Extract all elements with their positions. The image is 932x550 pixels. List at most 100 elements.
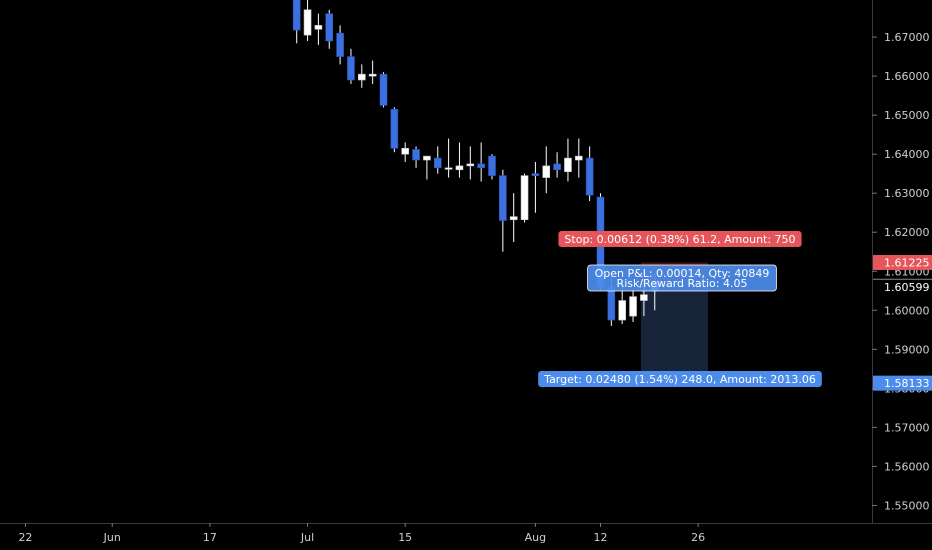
candle-body <box>542 165 551 178</box>
candle <box>553 152 561 178</box>
price-tick-label: 1.59000 <box>884 343 930 356</box>
candle <box>303 0 312 41</box>
price-tick-label: 1.60000 <box>884 304 930 317</box>
candle <box>564 138 572 182</box>
candle <box>542 146 551 194</box>
risk-reward-text: Risk/Reward Ratio: 4.05 <box>617 277 748 290</box>
candle-body <box>520 175 529 221</box>
candle-body <box>455 165 464 171</box>
candle <box>401 142 410 162</box>
price-axis[interactable]: 1.67000 1.66000 1.65000 1.64000 1.63000 1.620… <box>872 31 930 512</box>
candle <box>629 288 637 322</box>
time-tick-label: 26 <box>691 531 705 544</box>
price-tag-label: 1.60599 <box>884 281 930 294</box>
candle-body <box>379 73 388 106</box>
price-tag-bg <box>873 254 932 270</box>
candle-body <box>466 163 475 167</box>
candle-body <box>303 9 312 36</box>
candle <box>466 146 475 180</box>
candle <box>509 193 518 242</box>
candle <box>347 48 355 84</box>
candle-body <box>433 157 442 169</box>
open-pnl-box[interactable]: Open P&L: 0.00014, Qty: 40849Risk/Reward… <box>587 264 777 292</box>
candle <box>314 13 323 45</box>
candle <box>574 138 583 178</box>
price-tick-label: 1.56000 <box>884 460 930 473</box>
price-tag: 1.58133 <box>873 375 932 391</box>
time-axis[interactable]: 22 Jun 17 Jul 15 Aug 12 26 <box>18 523 705 544</box>
candle-body <box>629 296 637 317</box>
time-tick-label: Aug <box>525 531 546 544</box>
price-tick-label: 1.63000 <box>884 187 930 200</box>
candle-body <box>314 25 323 30</box>
candle-body <box>607 286 616 321</box>
price-tick-label: 1.67000 <box>884 31 930 44</box>
candle-body <box>444 167 453 170</box>
candle-body <box>292 0 301 31</box>
candle <box>477 142 485 182</box>
candle-body <box>531 173 540 176</box>
price-tag-label: 1.61225 <box>884 256 930 269</box>
target-zone <box>640 286 708 384</box>
candle-body <box>574 155 583 161</box>
candle-body <box>368 73 377 77</box>
price-tick-label: 1.55000 <box>884 499 930 512</box>
price-tag-bg <box>873 375 932 391</box>
price-tick-label: 1.64000 <box>884 148 930 161</box>
candle-body <box>618 300 627 321</box>
candle <box>325 9 334 49</box>
time-tick-label: Jul <box>300 531 314 544</box>
time-tick-label: Jun <box>103 531 121 544</box>
position-overlay[interactable]: Stop: 0.00612 (0.38%) 61.2, Amount: 750 O… <box>538 231 822 387</box>
candle-body <box>488 155 496 176</box>
candle-body <box>564 157 572 173</box>
candle <box>357 64 366 88</box>
candle <box>488 154 496 180</box>
candle <box>368 60 377 84</box>
candle <box>390 107 399 153</box>
price-tick-label: 1.57000 <box>884 421 930 434</box>
candle-body <box>553 163 561 171</box>
price-tag: 1.60599 <box>873 279 932 295</box>
target-label-text: Target: 0.02480 (1.54%) 248.0, Amount: 2… <box>543 373 816 386</box>
candle <box>423 155 431 180</box>
price-tick-label: 1.65000 <box>884 109 930 122</box>
time-tick-label: 17 <box>203 531 217 544</box>
candle-body <box>423 155 431 161</box>
candle <box>336 25 344 65</box>
candle-body <box>390 108 399 149</box>
price-tick-label: 1.62000 <box>884 226 930 239</box>
candles <box>292 0 659 326</box>
candle <box>585 146 594 202</box>
stop-label-text: Stop: 0.00612 (0.38%) 61.2, Amount: 750 <box>564 233 795 246</box>
price-tag: 1.61225 <box>873 254 932 270</box>
candle-body <box>401 148 410 155</box>
time-tick-label: 22 <box>18 531 32 544</box>
candle <box>292 0 301 44</box>
open-pnl-box-bg <box>587 264 777 292</box>
candle <box>379 72 388 108</box>
candle-body <box>477 163 485 169</box>
candle <box>433 146 442 174</box>
candle-body <box>499 175 507 221</box>
time-tick-label: 15 <box>398 531 412 544</box>
stop-label[interactable]: Stop: 0.00612 (0.38%) 61.2, Amount: 750 <box>558 231 802 247</box>
price-tag-bg <box>873 279 932 295</box>
price-tick-label: 1.66000 <box>884 70 930 83</box>
candle-body <box>325 13 334 42</box>
target-label[interactable]: Target: 0.02480 (1.54%) 248.0, Amount: 2… <box>538 371 822 387</box>
candle <box>412 146 420 168</box>
open-pnl-text: Open P&L: 0.00014, Qty: 40849 <box>595 267 770 280</box>
candle-body <box>412 149 420 161</box>
candle <box>520 173 529 223</box>
stop-label-bg <box>558 231 802 247</box>
target-label-bg <box>538 371 822 387</box>
candle-body <box>585 157 594 196</box>
candle-body <box>509 216 518 221</box>
candle-body <box>347 56 355 81</box>
time-tick-label: 12 <box>594 531 608 544</box>
candle-body <box>357 73 366 81</box>
